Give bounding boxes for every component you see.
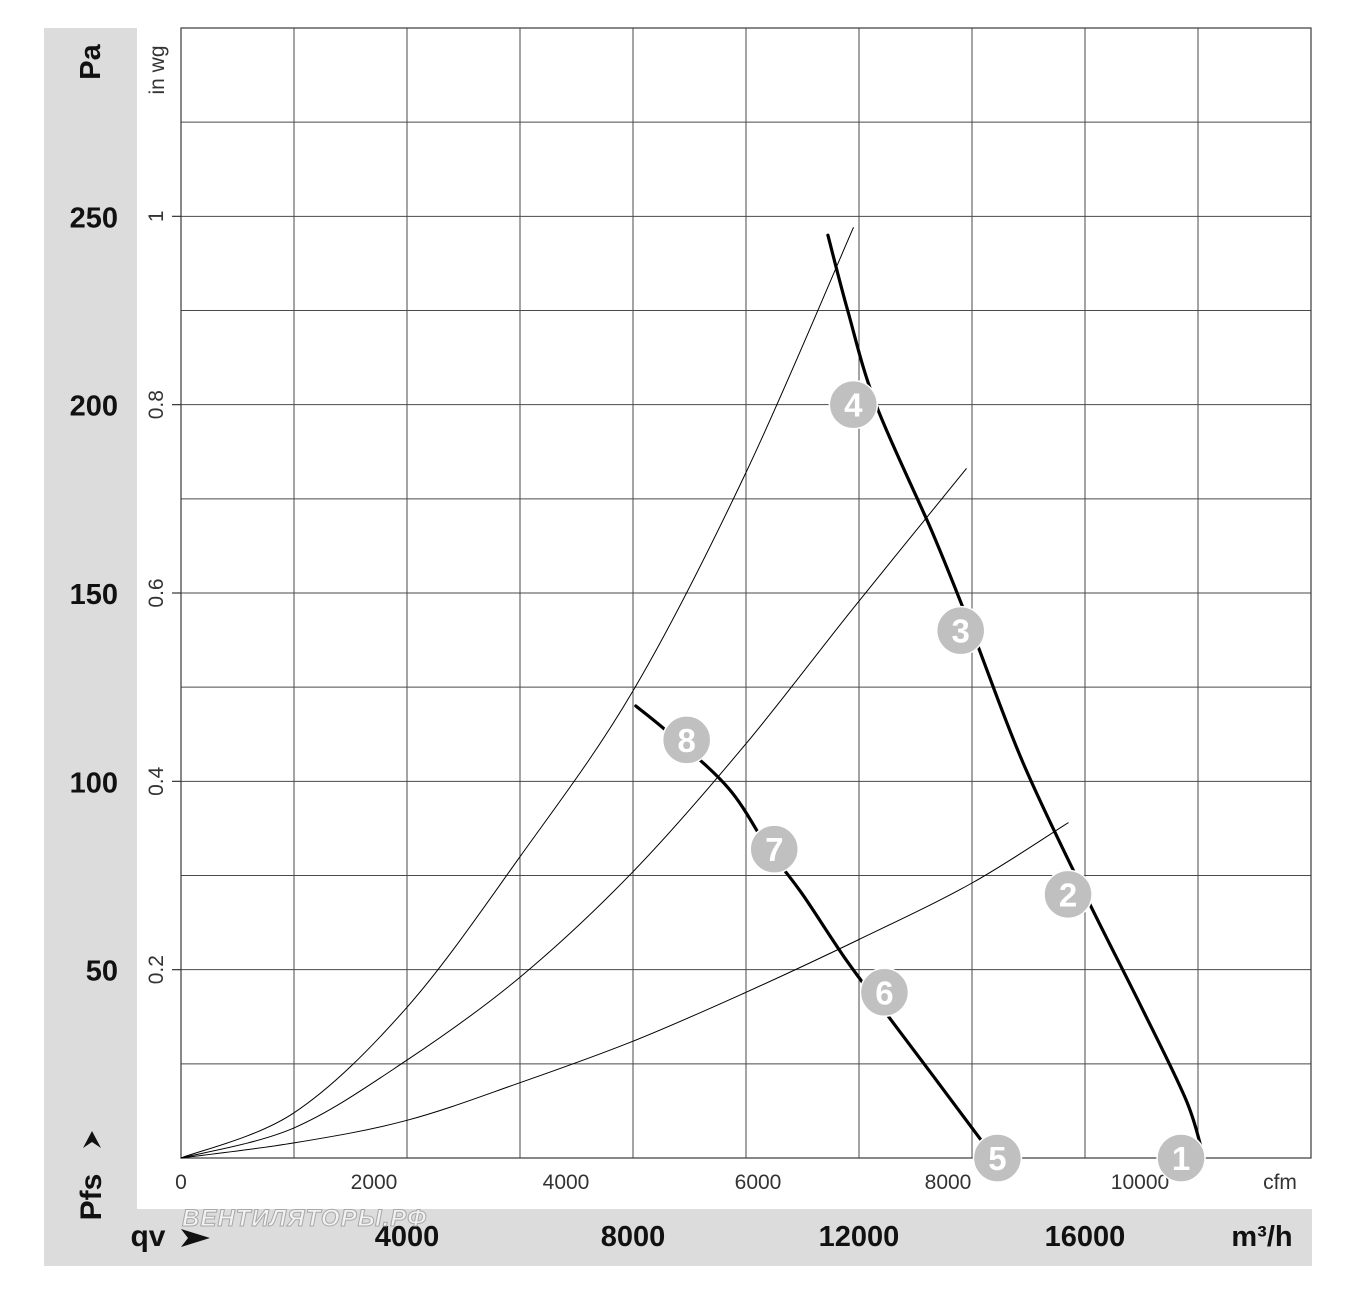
operating-point-label: 8 — [677, 722, 695, 759]
system-curve-line — [180, 822, 1069, 1159]
y-tick-label-inwg: 1 — [145, 210, 168, 222]
x-tick-label-cfm: 6000 — [735, 1171, 782, 1194]
left-axis-band — [44, 28, 137, 1266]
operating-point-label: 6 — [875, 974, 893, 1011]
y-tick-label-pa: 100 — [70, 767, 118, 799]
x-axis-label-qv: qv — [130, 1220, 165, 1253]
bottom-axis-band — [44, 1209, 1312, 1266]
y-tick-label-pa: 150 — [70, 579, 118, 611]
operating-point-marker — [1043, 869, 1093, 920]
y-tick-label-inwg: 0.4 — [145, 766, 168, 796]
x-tick-label-m3h: 4000 — [375, 1221, 440, 1253]
y-tick-label-pa: 200 — [70, 391, 118, 423]
x-tick-label-cfm: 2000 — [351, 1171, 398, 1194]
operating-point-marker — [972, 1133, 1023, 1183]
operating-point-marker — [935, 605, 986, 656]
x-tick-label-m3h: 12000 — [819, 1221, 900, 1253]
y-unit-label-pa: Pa — [75, 43, 107, 79]
y-unit-label-inwg: in wg — [146, 45, 169, 94]
operating-point-label: 3 — [952, 613, 970, 650]
operating-point-marker — [749, 824, 799, 874]
x-tick-label-m3h: 16000 — [1045, 1221, 1126, 1253]
operating-point-marker — [859, 967, 910, 1018]
watermark-text: ВЕНТИЛЯТОРЫ.РФ — [182, 1205, 427, 1232]
x-tick-label-cfm: 0 — [175, 1171, 187, 1194]
x-unit-label-m3h: m³/h — [1231, 1221, 1292, 1253]
operating-point-label: 7 — [765, 831, 783, 868]
x-tick-label-cfm: 10000 — [1111, 1171, 1169, 1194]
y-tick-label-pa: 50 — [86, 956, 118, 988]
system-curve-line — [180, 468, 967, 1159]
fan-curve-line — [634, 704, 997, 1160]
x-tick-label-cfm: 8000 — [925, 1171, 972, 1194]
y-tick-label-inwg: 0.8 — [145, 390, 168, 419]
operating-point-label: 1 — [1172, 1140, 1190, 1177]
operating-point-marker — [1156, 1133, 1206, 1183]
operating-point-marker — [661, 715, 712, 765]
y-axis-label-pfs: Pfs — [75, 1174, 108, 1221]
y-tick-label-inwg: 0.6 — [145, 578, 168, 607]
operating-point-label: 2 — [1059, 876, 1077, 913]
operating-point-label: 5 — [988, 1140, 1006, 1177]
x-tick-label-m3h: 8000 — [601, 1221, 666, 1253]
y-tick-label-pa: 250 — [70, 202, 118, 234]
fan-curve-line — [826, 233, 1206, 1160]
operating-point-marker — [828, 379, 879, 430]
system-curve-line — [180, 227, 854, 1159]
x-unit-label-cfm: cfm — [1263, 1171, 1297, 1194]
y-tick-label-inwg: 0.2 — [145, 955, 168, 984]
operating-point-label: 4 — [844, 387, 863, 424]
x-axis-arrow-icon — [181, 1229, 210, 1247]
x-tick-label-cfm: 4000 — [543, 1171, 590, 1194]
y-axis-arrow-icon — [83, 1131, 101, 1148]
